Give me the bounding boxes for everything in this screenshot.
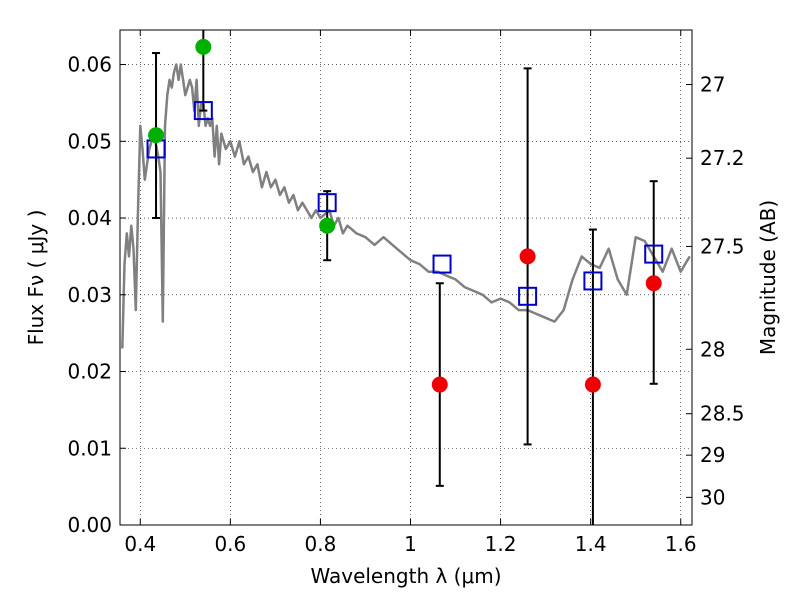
- model-photometry-square: [317, 193, 337, 213]
- y2-tick-label: 27.5: [700, 234, 745, 258]
- model-photometry-square: [644, 244, 664, 264]
- model-photometry-square: [583, 271, 603, 291]
- upper-limit-point: [584, 376, 601, 393]
- x-tick-label: 0.4: [124, 532, 156, 556]
- observed-points-layer: [148, 38, 662, 393]
- y2-axis-title: Magnitude (AB): [756, 200, 780, 355]
- y-tick-label: 0.05: [67, 129, 112, 153]
- model-spectrum-line: [121, 63, 691, 349]
- model-photometry-square: [193, 101, 213, 121]
- x-tick-label: 0.8: [305, 532, 337, 556]
- y2-tick-label: 27.2: [700, 146, 745, 170]
- model-photometry-square: [432, 254, 452, 274]
- y2-tick-label: 28: [700, 337, 725, 361]
- x-tick-label: 0.6: [214, 532, 246, 556]
- x-axis-title: Wavelength λ (μm): [310, 564, 501, 588]
- y-tick-label: 0.06: [67, 53, 112, 77]
- detection-point: [319, 217, 336, 234]
- y2-tick-label: 27: [700, 72, 725, 96]
- x-tick-label: 1.4: [575, 532, 607, 556]
- model-photometry-layer: [146, 101, 664, 306]
- x-tick-label: 1.6: [665, 532, 697, 556]
- y2-tick-label: 29: [700, 443, 725, 467]
- detection-point: [148, 127, 165, 144]
- x-tick-label: 1: [404, 532, 417, 556]
- y-tick-label: 0.03: [67, 283, 112, 307]
- model-photometry-square: [518, 286, 538, 306]
- detection-point: [195, 38, 212, 55]
- upper-limit-point: [645, 275, 662, 292]
- y-tick-label: 0.04: [67, 206, 112, 230]
- y-tick-label: 0.01: [67, 436, 112, 460]
- y-tick-label: 0.02: [67, 360, 112, 384]
- model-spectrum-layer: [121, 63, 691, 349]
- plot-frame: [119, 29, 693, 526]
- upper-limit-point: [431, 376, 448, 393]
- axis-ticks: 0.4 0.6 0.8 1 1.2 1.4 1.6 0.00 0.01 0.02 0.03 0.04 0…: [67, 30, 745, 556]
- upper-limit-point: [519, 248, 536, 265]
- x-tick-label: 1.2: [485, 532, 517, 556]
- y2-tick-label: 28.5: [700, 402, 745, 426]
- y2-tick-label: 30: [700, 485, 725, 509]
- y-axis-title: Flux Fν ( μJy ): [24, 210, 48, 346]
- y-tick-label: 0.00: [67, 513, 112, 537]
